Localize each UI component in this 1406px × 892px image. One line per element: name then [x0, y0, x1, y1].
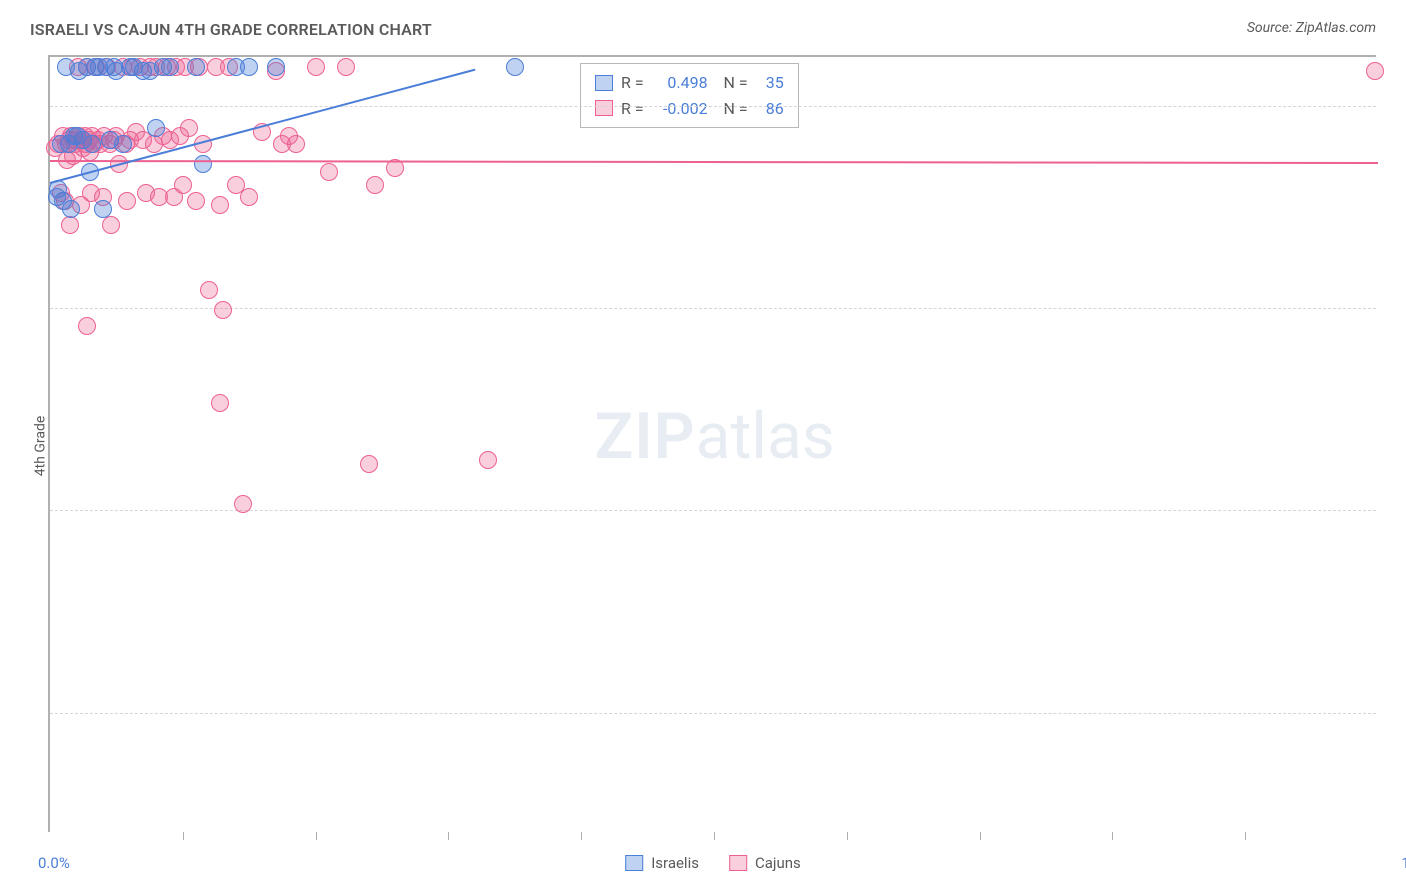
legend-item-cajuns: Cajuns — [729, 854, 801, 872]
data-point-cajuns — [479, 451, 497, 469]
source-name: ZipAtlas.com — [1296, 20, 1376, 36]
data-point-cajuns — [118, 192, 136, 210]
y-tick-label: 95.0% — [1384, 299, 1406, 317]
data-point-israelis — [161, 58, 179, 76]
stat-n-label: N = — [716, 96, 748, 122]
data-point-cajuns — [320, 163, 338, 181]
watermark-atlas: atlas — [696, 399, 835, 474]
data-point-cajuns — [337, 58, 355, 76]
legend-item-israelis: Israelis — [625, 854, 699, 872]
data-point-israelis — [187, 58, 205, 76]
x-tick — [1112, 832, 1113, 840]
stat-r-value: 0.498 — [652, 70, 708, 96]
legend-swatch-cajuns — [729, 855, 747, 871]
legend-swatch-israelis — [625, 855, 643, 871]
x-tick — [183, 832, 184, 840]
data-point-cajuns — [211, 196, 229, 214]
watermark: ZIPatlas — [594, 399, 834, 474]
x-tick — [316, 832, 317, 840]
data-point-israelis — [506, 58, 524, 76]
watermark-zip: ZIP — [594, 399, 695, 474]
stat-n-value: 86 — [756, 96, 784, 122]
data-point-israelis — [114, 135, 132, 153]
stat-n-label: N = — [716, 70, 748, 96]
x-tick — [1245, 832, 1246, 840]
source-prefix: Source: — [1247, 20, 1296, 36]
legend-label: Cajuns — [755, 854, 801, 872]
source-attribution: Source: ZipAtlas.com — [1247, 20, 1376, 36]
chart-title: ISRAELI VS CAJUN 4TH GRADE CORRELATION C… — [30, 20, 432, 39]
data-point-cajuns — [211, 394, 229, 412]
x-tick — [581, 832, 582, 840]
legend-swatch-cajuns — [595, 100, 613, 116]
y-axis-label: 4th Grade — [32, 416, 48, 477]
data-point-israelis — [194, 155, 212, 173]
data-point-cajuns — [180, 119, 198, 137]
data-point-israelis — [147, 119, 165, 137]
stat-row-cajuns: R = -0.002 N = 86 — [595, 96, 784, 122]
data-point-cajuns — [187, 192, 205, 210]
stat-n-value: 35 — [756, 70, 784, 96]
data-point-israelis — [62, 200, 80, 218]
x-axis-min-label: 0.0% — [38, 854, 70, 872]
data-point-cajuns — [214, 301, 232, 319]
data-point-cajuns — [1366, 62, 1384, 80]
data-point-israelis — [83, 135, 101, 153]
data-point-cajuns — [307, 58, 325, 76]
chart-legend: Israelis Cajuns — [625, 854, 801, 872]
stat-row-israelis: R = 0.498 N = 35 — [595, 70, 784, 96]
data-point-cajuns — [200, 281, 218, 299]
legend-label: Israelis — [651, 854, 699, 872]
gridline-horizontal — [50, 106, 1376, 107]
scatter-chart: ZIPatlas R = 0.498 N =35R =-0.002 N =86 … — [48, 55, 1376, 832]
gridline-horizontal — [50, 713, 1376, 714]
data-point-cajuns — [174, 176, 192, 194]
y-tick-label: 100.0% — [1384, 97, 1406, 115]
stat-r-label: R = — [621, 96, 644, 122]
correlation-stat-box: R = 0.498 N = 35 R = -0.002 N = 86 — [580, 63, 799, 128]
data-point-cajuns — [240, 188, 258, 206]
gridline-horizontal — [50, 308, 1376, 309]
y-tick-label: 90.0% — [1384, 501, 1406, 519]
trendline-cajuns — [50, 160, 1378, 164]
data-point-cajuns — [102, 216, 120, 234]
data-point-israelis — [267, 58, 285, 76]
data-point-cajuns — [287, 135, 305, 153]
data-point-cajuns — [366, 176, 384, 194]
stat-r-label: R = — [621, 70, 644, 96]
stat-r-value: -0.002 — [652, 96, 708, 122]
y-tick-label: 85.0% — [1384, 704, 1406, 722]
data-point-cajuns — [78, 317, 96, 335]
data-point-israelis — [240, 58, 258, 76]
data-point-cajuns — [360, 455, 378, 473]
x-tick — [980, 832, 981, 840]
x-tick — [714, 832, 715, 840]
data-point-israelis — [94, 200, 112, 218]
x-tick — [448, 832, 449, 840]
legend-swatch-israelis — [595, 75, 613, 91]
x-tick — [847, 832, 848, 840]
data-point-cajuns — [61, 216, 79, 234]
data-point-cajuns — [234, 495, 252, 513]
x-axis-max-label: 100.0% — [1380, 854, 1406, 872]
